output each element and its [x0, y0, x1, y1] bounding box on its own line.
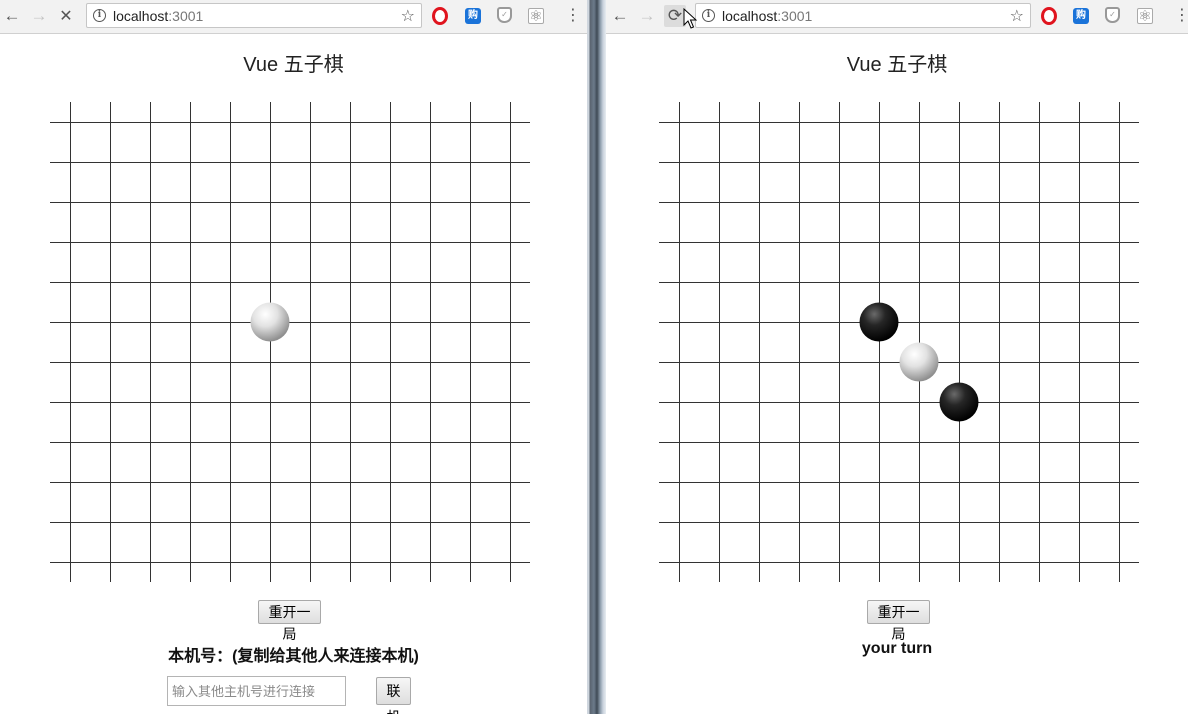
url-host: localhost: [113, 8, 169, 24]
restart-button[interactable]: 重开一局: [258, 600, 321, 642]
url-host: localhost: [722, 8, 778, 24]
board-svg[interactable]: [50, 102, 530, 582]
opera-icon[interactable]: [432, 7, 448, 25]
black-stone: [859, 302, 899, 342]
browser-toolbar: ← → ⟳ i localhost:3001 ☆ 购 ✓ ⚛ ⋮: [606, 0, 1188, 34]
stop-icon[interactable]: ✕: [59, 8, 73, 25]
connect-button[interactable]: 联机: [376, 677, 411, 714]
opera-icon[interactable]: [1041, 7, 1057, 25]
react-devtools-icon[interactable]: ⚛: [1137, 8, 1153, 25]
page-title: Vue 五子棋: [243, 54, 344, 76]
forward-icon[interactable]: →: [638, 6, 656, 25]
url-port: :3001: [777, 8, 813, 24]
address-bar[interactable]: i localhost:3001 ☆: [695, 3, 1031, 28]
forward-icon[interactable]: →: [30, 6, 48, 25]
gou-icon[interactable]: 购: [1073, 8, 1089, 24]
menu-icon[interactable]: ⋮: [1174, 7, 1188, 24]
star-icon[interactable]: ☆: [1009, 8, 1024, 25]
window-divider[interactable]: [587, 0, 606, 714]
back-icon[interactable]: ←: [3, 6, 21, 25]
browser-toolbar: ← → ✕ i localhost:3001 ☆ 购 ✓ ⚛ ⋮: [0, 0, 587, 34]
shield-icon[interactable]: ✓: [497, 7, 512, 23]
connect-input[interactable]: [167, 676, 346, 706]
page-content: Vue 五子棋 重开一局 your turn: [606, 34, 1188, 714]
star-icon[interactable]: ☆: [400, 8, 415, 25]
info-icon[interactable]: i: [702, 9, 715, 22]
url-port: :3001: [168, 8, 204, 24]
turn-status: your turn: [861, 640, 933, 657]
page-content: Vue 五子棋 重开一局 本机号：(复制给其他人来连接本机) 联机: [0, 34, 587, 714]
gomoku-board[interactable]: [659, 102, 1139, 582]
gomoku-board[interactable]: [50, 102, 530, 582]
restart-button[interactable]: 重开一局: [867, 600, 930, 642]
machine-id-label: 本机号：(复制给其他人来连接本机): [168, 648, 419, 665]
white-stone: [250, 302, 290, 342]
address-bar[interactable]: i localhost:3001 ☆: [86, 3, 422, 28]
board-svg[interactable]: [659, 102, 1139, 582]
mouse-cursor-icon: [683, 8, 697, 29]
menu-icon[interactable]: ⋮: [565, 7, 581, 24]
browser-window-left: ← → ✕ i localhost:3001 ☆ 购 ✓ ⚛ ⋮ Vue 五子棋…: [0, 0, 587, 714]
browser-window-right: ← → ⟳ i localhost:3001 ☆ 购 ✓ ⚛ ⋮ Vue 五子棋…: [606, 0, 1188, 714]
white-stone: [899, 342, 939, 382]
page-title: Vue 五子棋: [846, 54, 948, 76]
black-stone: [939, 382, 979, 422]
shield-icon[interactable]: ✓: [1105, 7, 1120, 23]
info-icon[interactable]: i: [93, 9, 106, 22]
gou-icon[interactable]: 购: [465, 8, 481, 24]
back-icon[interactable]: ←: [611, 6, 629, 25]
reload-icon[interactable]: ⟳: [664, 5, 686, 27]
react-devtools-icon[interactable]: ⚛: [528, 8, 544, 25]
